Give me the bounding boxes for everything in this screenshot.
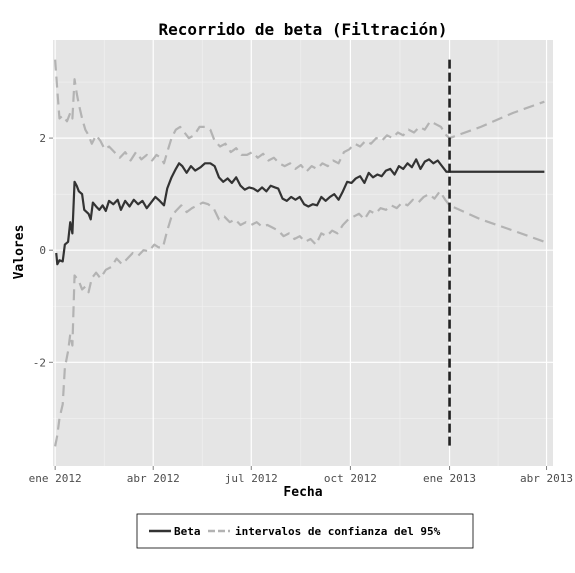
grid-minor	[53, 40, 553, 466]
series-line-confidence-interval	[54, 59, 545, 173]
legend-box	[136, 513, 474, 549]
series-line-beta	[55, 158, 545, 266]
legend-label-confidence-interval: intervalos de confianza del 95%	[235, 525, 441, 538]
x-tick-label: ene 2012	[29, 472, 82, 485]
y-tick-label: 2	[39, 132, 46, 145]
x-tick-label: abr 2013	[520, 472, 573, 485]
legend-items: Beta intervalos de confianza del 95%	[149, 525, 441, 538]
x-tick-label: ene 2013	[423, 472, 476, 485]
plot-panel	[53, 40, 553, 466]
x-axis-title: Fecha	[283, 485, 322, 500]
chart-title: Recorrido de beta (Filtración)	[159, 20, 448, 39]
series-layer	[54, 59, 545, 447]
x-tick-label: oct 2012	[324, 472, 377, 485]
x-axis-ticks: ene 2012 abr 2012 jul 2012 oct 2012 ene 2013…	[29, 466, 573, 485]
y-axis-title: Valores	[12, 225, 27, 280]
y-axis-ticks: -2 0 2	[33, 132, 53, 369]
x-tick-label: abr 2012	[127, 472, 180, 485]
grid-major	[53, 40, 553, 466]
series-line-confidence-interval	[54, 190, 545, 447]
y-tick-label: -2	[33, 356, 46, 369]
legend-label-beta: Beta	[174, 525, 201, 538]
y-tick-label: 0	[39, 244, 46, 257]
x-tick-label: jul 2012	[225, 472, 278, 485]
legend: Beta intervalos de confianza del 95%	[136, 513, 474, 549]
